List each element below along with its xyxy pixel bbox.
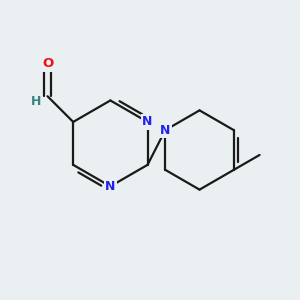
- Text: N: N: [160, 124, 170, 137]
- Text: N: N: [142, 116, 153, 128]
- Text: N: N: [105, 180, 116, 193]
- Text: H: H: [31, 95, 41, 108]
- Text: O: O: [42, 57, 53, 70]
